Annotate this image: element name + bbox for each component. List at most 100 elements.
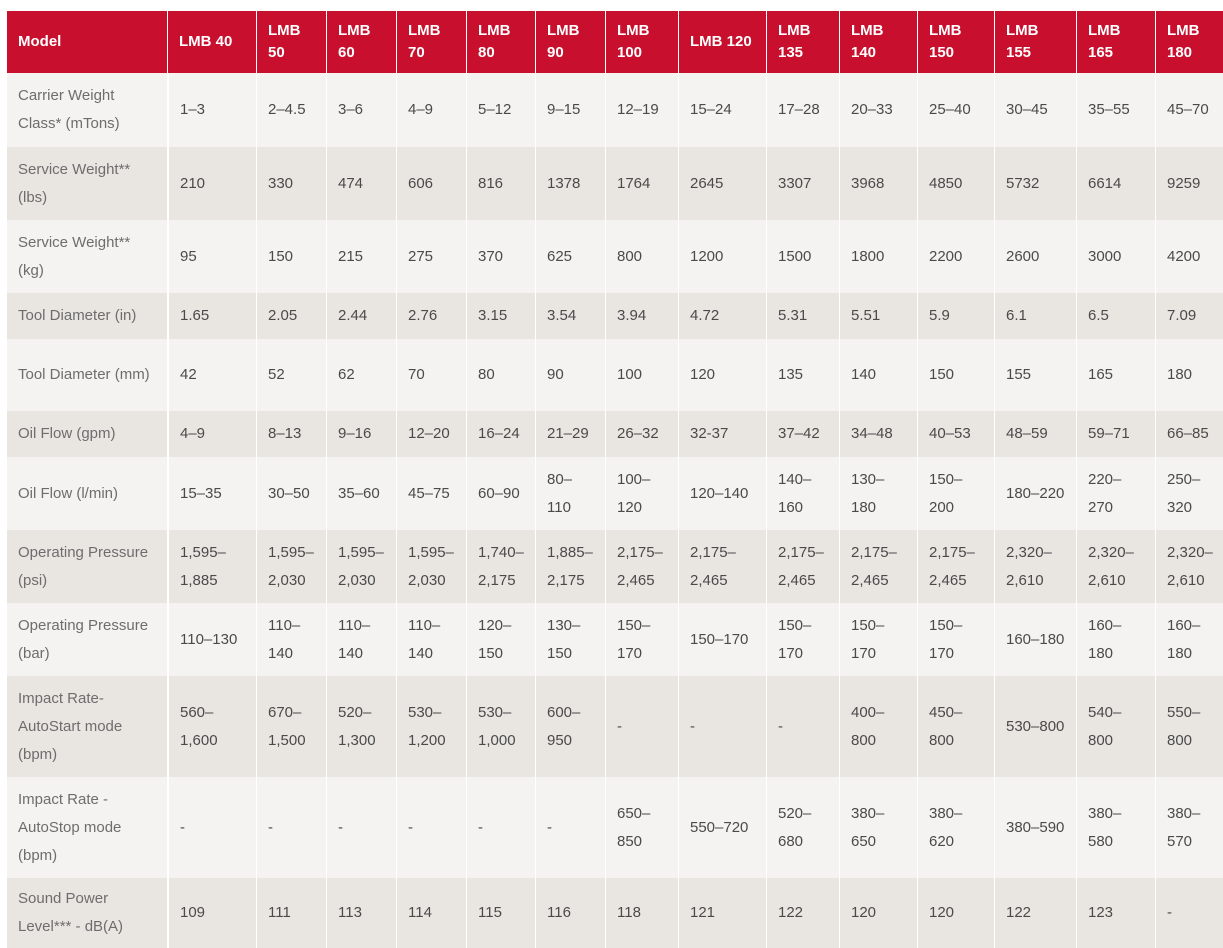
table-cell: 210	[168, 147, 257, 220]
table-cell: 150–200	[918, 457, 995, 530]
table-cell: 150–170	[840, 603, 918, 676]
table-cell: 4–9	[397, 73, 467, 147]
header-model-lmb-90: LMB 90	[536, 11, 606, 73]
table-cell: 120–150	[467, 603, 536, 676]
table-cell: 45–75	[397, 457, 467, 530]
table-cell: 1,885–2,175	[536, 530, 606, 603]
table-cell: 60–90	[467, 457, 536, 530]
table-cell: 80	[467, 339, 536, 411]
table-cell: 5.51	[840, 293, 918, 339]
table-cell: 2645	[679, 147, 767, 220]
table-cell: 606	[397, 147, 467, 220]
table-cell: 45–70	[1156, 73, 1223, 147]
table-cell: -	[467, 777, 536, 878]
row-label: Carrier Weight Class* (mTons)	[7, 73, 168, 147]
header-model-lmb-155: LMB 155	[995, 11, 1077, 73]
table-cell: 66–85	[1156, 411, 1223, 457]
row-label: Operating Pressure (bar)	[7, 603, 168, 676]
table-cell: 48–59	[995, 411, 1077, 457]
table-cell: 26–32	[606, 411, 679, 457]
table-cell: 150–170	[767, 603, 840, 676]
table-cell: 1–3	[168, 73, 257, 147]
row-label: Operating Pressure (psi)	[7, 530, 168, 603]
table-cell: 530–1,200	[397, 676, 467, 777]
table-cell: 4850	[918, 147, 995, 220]
table-cell: 150–170	[679, 603, 767, 676]
table-cell: 21–29	[536, 411, 606, 457]
table-cell: -	[168, 777, 257, 878]
table-cell: 118	[606, 878, 679, 948]
table-cell: 560–1,600	[168, 676, 257, 777]
table-cell: 5–12	[467, 73, 536, 147]
table-cell: 80–110	[536, 457, 606, 530]
header-model-lmb-100: LMB 100	[606, 11, 679, 73]
table-cell: 8–13	[257, 411, 327, 457]
table-cell: 1500	[767, 220, 840, 293]
header-model-lmb-60: LMB 60	[327, 11, 397, 73]
table-cell: 42	[168, 339, 257, 411]
table-cell: 380–620	[918, 777, 995, 878]
table-cell: 90	[536, 339, 606, 411]
table-cell: 114	[397, 878, 467, 948]
header-model-lmb-165: LMB 165	[1077, 11, 1156, 73]
table-cell: -	[1156, 878, 1223, 948]
table-cell: 140	[840, 339, 918, 411]
table-cell: 6.5	[1077, 293, 1156, 339]
table-row: Tool Diameter (mm) 42 52 62 70 80 90 100 120 135 1…	[7, 339, 1223, 411]
table-cell: 37–42	[767, 411, 840, 457]
table-cell: 116	[536, 878, 606, 948]
table-cell: 2200	[918, 220, 995, 293]
row-label: Oil Flow (l/min)	[7, 457, 168, 530]
table-cell: 275	[397, 220, 467, 293]
table-cell: 16–24	[467, 411, 536, 457]
table-cell: -	[327, 777, 397, 878]
table-row: Operating Pressure (bar) 110–130 110–140 11…	[7, 603, 1223, 676]
table-cell: 111	[257, 878, 327, 948]
table-cell: 380–580	[1077, 777, 1156, 878]
table-cell: 120	[679, 339, 767, 411]
table-cell: 120	[840, 878, 918, 948]
table-row: Service Weight** (kg) 95 150 215 275 370 625 80…	[7, 220, 1223, 293]
row-label: Service Weight** (kg)	[7, 220, 168, 293]
table-cell: 1764	[606, 147, 679, 220]
table-cell: 2,175–2,465	[767, 530, 840, 603]
table-cell: 800	[606, 220, 679, 293]
table-cell: 2600	[995, 220, 1077, 293]
table-cell: 2.44	[327, 293, 397, 339]
header-model-lmb-70: LMB 70	[397, 11, 467, 73]
table-cell: 35–60	[327, 457, 397, 530]
header-model-lmb-120: LMB 120	[679, 11, 767, 73]
table-cell: 1,595–2,030	[327, 530, 397, 603]
table-cell: 9–16	[327, 411, 397, 457]
table-cell: 1,595–2,030	[397, 530, 467, 603]
table-cell: 150	[918, 339, 995, 411]
table-cell: 2,175–2,465	[606, 530, 679, 603]
table-cell: 215	[327, 220, 397, 293]
table-cell: 160–180	[1156, 603, 1223, 676]
spec-table: Model LMB 40 LMB 50 LMB 60 LMB 70 LMB 80 LMB 9…	[7, 11, 1223, 948]
table-cell: 30–45	[995, 73, 1077, 147]
table-cell: 34–48	[840, 411, 918, 457]
table-cell: 4–9	[168, 411, 257, 457]
table-cell: 110–140	[257, 603, 327, 676]
table-cell: 520–1,300	[327, 676, 397, 777]
table-cell: 180	[1156, 339, 1223, 411]
table-cell: 6.1	[995, 293, 1077, 339]
table-cell: 17–28	[767, 73, 840, 147]
table-cell: 95	[168, 220, 257, 293]
table-cell: 135	[767, 339, 840, 411]
header-model-lmb-140: LMB 140	[840, 11, 918, 73]
table-cell: 122	[767, 878, 840, 948]
table-cell: 155	[995, 339, 1077, 411]
row-label: Tool Diameter (in)	[7, 293, 168, 339]
table-cell: 600–950	[536, 676, 606, 777]
table-cell: 1,595–2,030	[257, 530, 327, 603]
table-cell: 4200	[1156, 220, 1223, 293]
table-cell: 1378	[536, 147, 606, 220]
table-cell: 9–15	[536, 73, 606, 147]
table-cell: 3–6	[327, 73, 397, 147]
table-cell: 3.54	[536, 293, 606, 339]
table-cell: 121	[679, 878, 767, 948]
table-cell: 2–4.5	[257, 73, 327, 147]
table-cell: 5732	[995, 147, 1077, 220]
